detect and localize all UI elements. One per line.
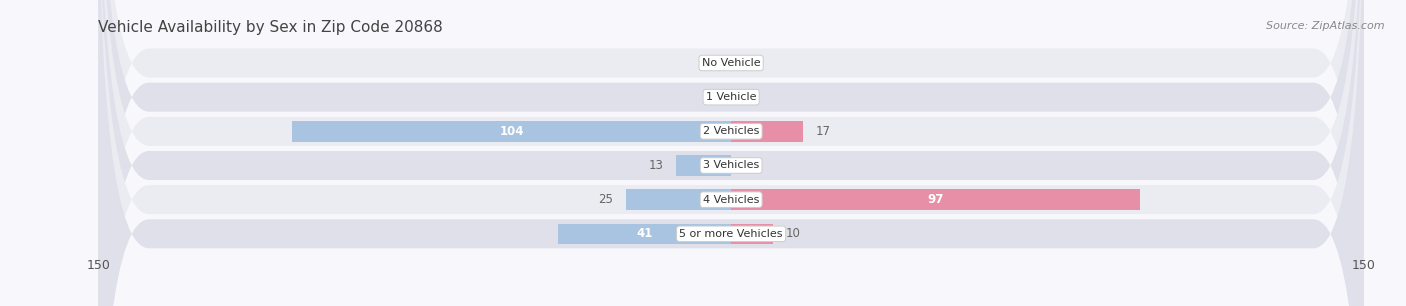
FancyBboxPatch shape (98, 0, 1364, 306)
FancyBboxPatch shape (98, 0, 1364, 306)
Bar (626, 189, 731, 210)
Bar (676, 155, 731, 176)
Bar (731, 189, 1140, 210)
Text: 41: 41 (637, 227, 652, 240)
Text: 3 Vehicles: 3 Vehicles (703, 160, 759, 170)
Text: 4 Vehicles: 4 Vehicles (703, 195, 759, 205)
Text: 104: 104 (499, 125, 524, 138)
Text: 2 Vehicles: 2 Vehicles (703, 126, 759, 136)
FancyBboxPatch shape (98, 0, 1364, 306)
Text: 13: 13 (648, 159, 664, 172)
Text: 0: 0 (744, 91, 751, 104)
Text: 25: 25 (598, 193, 613, 206)
FancyBboxPatch shape (98, 0, 1364, 306)
Text: Source: ZipAtlas.com: Source: ZipAtlas.com (1267, 21, 1385, 32)
Text: 0: 0 (744, 159, 751, 172)
Text: 0: 0 (711, 57, 718, 69)
Text: 1 Vehicle: 1 Vehicle (706, 92, 756, 102)
Bar (731, 121, 803, 142)
Text: 0: 0 (711, 91, 718, 104)
Text: 5 or more Vehicles: 5 or more Vehicles (679, 229, 783, 239)
Text: 17: 17 (815, 125, 831, 138)
FancyBboxPatch shape (98, 0, 1364, 306)
Text: No Vehicle: No Vehicle (702, 58, 761, 68)
FancyBboxPatch shape (98, 0, 1364, 306)
Text: 10: 10 (786, 227, 801, 240)
Bar (558, 224, 731, 244)
Bar (292, 121, 731, 142)
Bar (731, 224, 773, 244)
Text: 97: 97 (928, 193, 943, 206)
Text: Vehicle Availability by Sex in Zip Code 20868: Vehicle Availability by Sex in Zip Code … (98, 20, 443, 35)
Text: 0: 0 (744, 57, 751, 69)
